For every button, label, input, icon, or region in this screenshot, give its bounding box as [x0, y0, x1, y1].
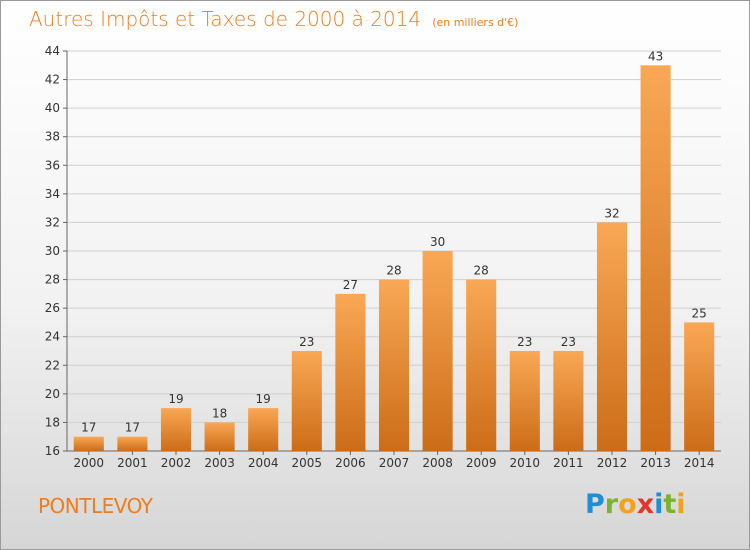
x-tick-label: 2003 [204, 456, 235, 470]
y-tick-label: 40 [45, 101, 60, 115]
bar [509, 351, 540, 451]
logo-letter: o [618, 489, 637, 520]
logo-letter: t [663, 489, 677, 520]
x-tick-label: 2001 [117, 456, 148, 470]
bar [291, 351, 322, 451]
bar [422, 251, 453, 451]
chart-title-main: Autres Impôts et Taxes de 2000 à 2014 [29, 7, 422, 31]
y-tick-label: 16 [45, 444, 60, 458]
logo-letter: i [676, 489, 686, 520]
bar [640, 65, 671, 452]
bar [596, 222, 628, 451]
data-labels: 17 17 19 18 19 23 27 28 30 28 23 23 32 43 25 [81, 49, 707, 434]
x-tick-label: 2006 [335, 456, 366, 470]
bar-value-label: 27 [343, 278, 358, 292]
commune-name: PONTLEVOY [38, 494, 153, 518]
bar-value-label: 23 [517, 335, 532, 349]
x-tick-label: 2014 [684, 456, 715, 470]
bar-value-label: 30 [430, 235, 445, 249]
x-tick-label: 2007 [379, 456, 410, 470]
bar [684, 322, 715, 451]
y-tick-label: 22 [45, 358, 60, 372]
bar-value-label: 19 [168, 392, 183, 406]
bar [160, 408, 192, 451]
y-tick-label: 28 [45, 273, 60, 287]
chart-subtitle: (en milliers d'€) [432, 16, 519, 29]
bar-value-label: 25 [692, 306, 707, 320]
bar [73, 436, 104, 451]
y-tick-label: 26 [45, 301, 60, 315]
y-tick-label: 34 [45, 187, 60, 201]
logo-letter: P [585, 489, 605, 520]
y-tick-label: 38 [45, 130, 60, 144]
y-tick-label: 42 [45, 73, 60, 87]
x-tick-label: 2008 [422, 456, 453, 470]
y-tick-label: 18 [45, 415, 60, 429]
bar-value-label: 23 [299, 335, 314, 349]
x-tick-label: 2005 [292, 456, 323, 470]
y-tick-label: 20 [45, 387, 60, 401]
bar [553, 351, 584, 451]
x-tick-label: 2013 [640, 456, 671, 470]
bar [248, 408, 279, 451]
y-tick-label: 24 [45, 330, 60, 344]
x-tick-label: 2004 [248, 456, 279, 470]
x-tick-label: 2010 [510, 456, 541, 470]
x-tick-label: 2012 [597, 456, 628, 470]
bar [466, 279, 497, 451]
bar [117, 436, 148, 451]
logo-letter: r [604, 489, 619, 520]
y-tick-label: 36 [45, 158, 60, 172]
proxiti-logo: Proxiti [585, 489, 686, 520]
logo-letter: x [636, 489, 655, 520]
bar-value-label: 19 [256, 392, 271, 406]
bar [378, 279, 410, 451]
bar [204, 422, 235, 451]
bar-value-label: 18 [212, 406, 227, 420]
y-tick-label: 44 [45, 44, 60, 58]
logo-letter: i [654, 489, 664, 520]
bar-value-label: 28 [474, 264, 489, 278]
y-tick-label: 30 [45, 244, 60, 258]
y-tick-label: 32 [45, 215, 60, 229]
x-tick-label: 2009 [466, 456, 497, 470]
bar-value-label: 28 [386, 264, 401, 278]
bar-value-label: 17 [81, 421, 96, 435]
bar-value-label: 43 [648, 49, 663, 63]
x-tick-label: 2002 [161, 456, 192, 470]
bar-value-label: 17 [125, 421, 140, 435]
bar-value-label: 23 [561, 335, 576, 349]
bars [73, 65, 715, 452]
bar [335, 293, 366, 451]
bar-value-label: 32 [604, 206, 619, 220]
x-tick-label: 2000 [74, 456, 105, 470]
chart-title: Autres Impôts et Taxes de 2000 à 2014 (e… [29, 7, 518, 31]
x-tick-label: 2011 [553, 456, 584, 470]
